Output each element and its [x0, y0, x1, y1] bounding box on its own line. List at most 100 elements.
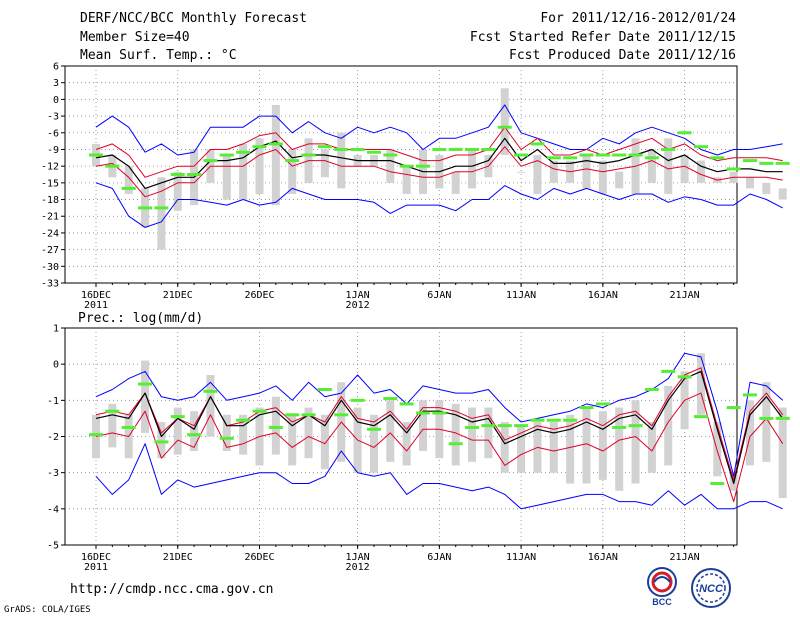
prec-ytick-label: 0 [53, 360, 59, 371]
temp-ensemble-box [239, 143, 248, 200]
prec-ensemble-box [631, 400, 640, 484]
prec-ensemble-box [141, 360, 150, 433]
prec-xtick-label: 16JAN [588, 552, 618, 563]
prec-ensemble-box [239, 414, 248, 455]
temp-ensemble-box [533, 155, 542, 194]
prec-ensemble-box [369, 414, 378, 473]
temp-ytick-label: 6 [53, 62, 59, 73]
prec-year-label: 2011 [84, 562, 108, 573]
temp-ensemble-box [500, 88, 509, 156]
prec-ensemble-box [206, 375, 215, 437]
prec-ensemble-box [762, 382, 771, 462]
prec-ytick-label: -4 [47, 504, 59, 515]
temp-ytick-label: -18 [41, 195, 59, 206]
source-url[interactable]: http://cmdp.ncc.cma.gov.cn [70, 582, 274, 597]
temp-ensemble-box [598, 160, 607, 194]
temp-ytick-label: -21 [41, 212, 59, 223]
prec-ensemble-box [402, 422, 411, 466]
prec-ytick-label: 1 [53, 324, 59, 335]
prec-xtick-label: 26DEC [244, 552, 274, 563]
temp-ensemble-box [157, 177, 166, 250]
temp-ensemble-box [451, 171, 460, 194]
grads-credit: GrADS: COLA/IGES [4, 605, 91, 615]
temp-ensemble-box [222, 155, 231, 200]
temp-ytick-label: -30 [41, 262, 59, 273]
temp-lower-spread-line [95, 146, 783, 198]
prec-panel-title: Prec.: log(mm/d) [78, 311, 203, 326]
prec-ensemble-box [517, 425, 526, 473]
prec-ensemble-box [190, 411, 199, 451]
temp-ensemble-box [746, 177, 754, 189]
fcst-started-date: Fcst Started Refer Date 2011/12/15 [469, 30, 736, 45]
prec-ensemble-box [500, 422, 509, 473]
prec-ensemble-box [173, 407, 182, 455]
prec-year-label: 2012 [346, 562, 370, 573]
temp-ensemble-box [468, 149, 477, 189]
prec-ytick-label: -2 [47, 432, 59, 443]
prec-ytick-label: -5 [47, 541, 59, 552]
temp-ytick-label: -24 [41, 228, 59, 239]
temp-variable-label: Mean Surf. Temp.: °C [80, 48, 237, 63]
prec-min-line [95, 443, 783, 510]
prec-ensemble-box [664, 385, 673, 466]
temp-ensemble-box [778, 188, 787, 200]
temp-ensemble-box [402, 166, 411, 194]
prec-ensemble-box [778, 407, 787, 498]
prec-xtick-label: 21JAN [670, 552, 700, 563]
temp-xtick-label: 26DEC [244, 290, 274, 301]
prec-ensemble-box [582, 407, 591, 484]
temp-ensemble-box [696, 160, 705, 183]
prec-ensemble-box [271, 396, 280, 455]
temp-xtick-label: 1JAN [346, 290, 370, 301]
prec-xtick-label: 16DEC [81, 552, 111, 563]
temp-xtick-label: 21JAN [670, 290, 700, 301]
temp-ensemble-box [664, 138, 673, 194]
prec-ensemble-box [157, 422, 166, 459]
temp-xtick-label: 6JAN [427, 290, 451, 301]
temp-ytick-label: -3 [47, 112, 59, 123]
prec-ensemble-box [696, 353, 705, 415]
prec-ensemble-box [108, 403, 117, 448]
temp-ensemble-box [615, 171, 624, 189]
chart-title: DERF/NCC/BCC Monthly Forecast [80, 11, 307, 26]
fcst-produced-date: Fcst Produced Date 2011/12/16 [509, 48, 736, 63]
temp-ensemble-box [271, 104, 280, 206]
temp-ytick-label: -27 [41, 245, 59, 256]
prec-max-line [95, 352, 784, 477]
temp-year-label: 2012 [346, 300, 370, 311]
temp-xtick-label: 11JAN [506, 290, 536, 301]
prec-ytick-label: -1 [47, 396, 59, 407]
temp-ensemble-box [173, 171, 182, 211]
temp-ytick-label: -6 [47, 128, 59, 139]
temp-ytick-label: 0 [53, 95, 59, 106]
prec-xtick-label: 1JAN [346, 552, 370, 563]
prec-xtick-label: 21DEC [163, 552, 193, 563]
temp-ytick-label: -9 [47, 145, 59, 156]
temp-ytick-label: -12 [41, 162, 59, 173]
prec-ensemble-box [386, 400, 395, 462]
temp-ensemble-box [337, 132, 346, 189]
temp-ensemble-box [549, 160, 558, 183]
prec-ensemble-box [419, 400, 427, 451]
temp-ensemble-box [517, 171, 526, 173]
prec-xtick-label: 6JAN [427, 552, 451, 563]
temp-ensemble-box [320, 149, 329, 178]
prec-ensemble-box [304, 407, 313, 459]
temp-xtick-label: 16JAN [588, 290, 618, 301]
temp-ensemble-box [288, 149, 297, 194]
temp-ensemble-box [762, 182, 771, 194]
prec-ensemble-box [451, 403, 460, 466]
member-size: Member Size=40 [80, 30, 190, 45]
prec-ensemble-box [566, 414, 575, 484]
temp-ensemble-box [647, 149, 656, 183]
prec-ensemble-box [615, 407, 624, 491]
prec-ensemble-box [222, 414, 231, 451]
prec-ensemble-box [468, 407, 477, 462]
temp-ensemble-box [386, 149, 395, 183]
temp-ytick-label: 3 [53, 78, 59, 89]
prec-ensemble-box [549, 422, 558, 473]
prec-ensemble-box [647, 422, 656, 473]
temp-ensemble-box [124, 166, 133, 194]
prec-mean-line [95, 370, 784, 485]
